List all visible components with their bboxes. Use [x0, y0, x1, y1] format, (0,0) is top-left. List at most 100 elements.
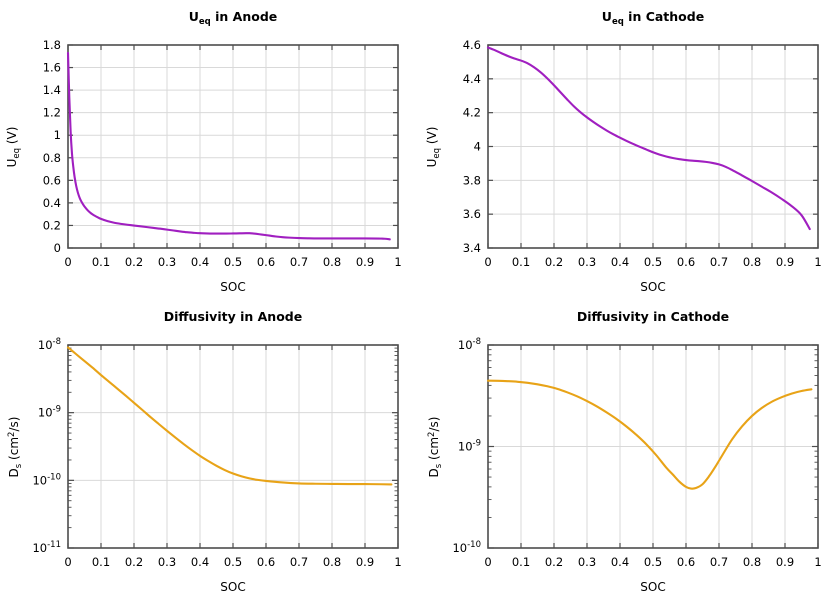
x-tick-label: 0.2 — [545, 555, 563, 569]
x-tick-label: 0.7 — [710, 555, 728, 569]
x-tick-label: 0.6 — [677, 255, 695, 269]
panel-cathode-ueq: Ueq in Cathode SOC Ueq (V) 0 0.1 0.2 0.3 0.4… — [420, 0, 840, 300]
x-tick-label: 0.3 — [158, 255, 176, 269]
anode-diffusivity-svg: Diffusivity in Anode SOC Ds (cm2/s) 0 0.1… — [7, 309, 402, 594]
anode-diffusivity-ylabel: Ds (cm2/s) — [7, 417, 24, 478]
cathode-diffusivity-ticklabels: 0 0.1 0.2 0.3 0.4 0.5 0.6 0.7 0.8 0.9 1 10-10 10-9 10… — [452, 337, 821, 569]
x-tick-label: 1 — [814, 255, 821, 269]
cathode-diffusivity-title: Diffusivity in Cathode — [577, 309, 729, 324]
x-tick-label: 1 — [394, 255, 401, 269]
x-tick-label: 0.4 — [611, 555, 629, 569]
x-tick-label: 0.9 — [356, 255, 374, 269]
y-tick-label: 0.6 — [43, 173, 61, 187]
y-tick-label: 3.8 — [463, 173, 481, 187]
anode-ueq-ticklabels: 0 0.1 0.2 0.3 0.4 0.5 0.6 0.7 0.8 0.9 1 0 0.2 0.4 0.6 0… — [43, 38, 402, 269]
cathode-diffusivity-xlabel: SOC — [640, 580, 665, 594]
y-tick-label: 10-8 — [458, 337, 481, 352]
anode-ueq-svg: Ueq in Anode SOC Ueq (V) 0 0.1 0.2 0.3 0.4 0.… — [5, 9, 402, 294]
x-tick-label: 0.8 — [323, 555, 341, 569]
y-tick-label: 1.4 — [43, 83, 61, 97]
anode-ueq-xlabel: SOC — [220, 280, 245, 294]
cathode-diffusivity-ylabel: Ds (cm2/s) — [427, 417, 444, 478]
x-tick-label: 0.5 — [644, 555, 662, 569]
y-tick-label: 10-11 — [32, 540, 61, 555]
x-tick-label: 0.4 — [191, 555, 209, 569]
anode-diffusivity-frame — [67, 344, 399, 549]
x-tick-label: 0.8 — [323, 255, 341, 269]
y-tick-label: 0.8 — [43, 151, 61, 165]
x-tick-label: 0.3 — [158, 555, 176, 569]
x-tick-label: 0.1 — [92, 555, 110, 569]
y-tick-label: 1 — [54, 128, 61, 142]
cathode-ueq-ylabel: Ueq (V) — [425, 127, 442, 168]
x-tick-label: 0.8 — [743, 555, 761, 569]
y-tick-label: 10-9 — [458, 439, 481, 454]
x-tick-label: 0.1 — [512, 255, 530, 269]
panel-anode-diffusivity: Diffusivity in Anode SOC Ds (cm2/s) 0 0.1… — [0, 300, 420, 600]
anode-diffusivity-ticklabels: 0 0.1 0.2 0.3 0.4 0.5 0.6 0.7 0.8 0.9 1 10-11 10-10 1… — [32, 337, 401, 569]
x-tick-label: 0 — [484, 555, 491, 569]
anode-ueq-frame — [67, 44, 399, 249]
x-tick-label: 0.4 — [191, 255, 209, 269]
x-tick-label: 0.3 — [578, 255, 596, 269]
x-tick-label: 0.5 — [224, 255, 242, 269]
cathode-ueq-curve — [486, 46, 811, 231]
panel-anode-ueq: Ueq in Anode SOC Ueq (V) 0 0.1 0.2 0.3 0.4 0.… — [0, 0, 420, 300]
x-tick-label: 1 — [394, 555, 401, 569]
x-tick-label: 0.2 — [125, 555, 143, 569]
y-tick-label: 3.6 — [463, 207, 481, 221]
x-tick-label: 0.3 — [578, 555, 596, 569]
y-tick-label: 4 — [474, 140, 481, 154]
x-tick-label: 0.6 — [257, 555, 275, 569]
x-tick-label: 0.5 — [644, 255, 662, 269]
anode-ueq-grid — [68, 45, 398, 248]
y-tick-label: 10-9 — [38, 405, 61, 420]
y-tick-label: 10-8 — [38, 337, 61, 352]
y-tick-label: 1.2 — [43, 106, 61, 120]
x-tick-label: 0 — [64, 255, 71, 269]
cathode-ueq-frame — [487, 44, 819, 249]
x-tick-label: 0.2 — [545, 255, 563, 269]
y-tick-label: 10-10 — [32, 472, 61, 487]
cathode-diffusivity-curve — [486, 379, 813, 490]
x-tick-label: 0.8 — [743, 255, 761, 269]
y-tick-label: 3.4 — [463, 241, 481, 255]
cathode-ueq-svg: Ueq in Cathode SOC Ueq (V) 0 0.1 0.2 0.3 0.4… — [425, 9, 822, 294]
y-tick-label: 4.4 — [463, 72, 481, 86]
cathode-ueq-ticklabels: 0 0.1 0.2 0.3 0.4 0.5 0.6 0.7 0.8 0.9 1 3.4 3.6 3.8 4 4… — [463, 38, 822, 269]
x-tick-label: 0.7 — [290, 255, 308, 269]
anode-ueq-curve — [66, 51, 391, 241]
anode-diffusivity-grid — [68, 345, 398, 548]
cathode-ueq-xlabel: SOC — [640, 280, 665, 294]
x-tick-label: 0.6 — [677, 555, 695, 569]
y-tick-label: 10-10 — [452, 540, 481, 555]
x-tick-label: 0.9 — [776, 255, 794, 269]
x-tick-label: 0.6 — [257, 255, 275, 269]
cathode-diffusivity-grid — [488, 345, 818, 548]
x-tick-label: 0.9 — [356, 555, 374, 569]
y-tick-label: 0.4 — [43, 196, 61, 210]
x-tick-label: 1 — [814, 555, 821, 569]
x-tick-label: 0.5 — [224, 555, 242, 569]
x-tick-label: 0.4 — [611, 255, 629, 269]
anode-diffusivity-xlabel: SOC — [220, 580, 245, 594]
y-tick-label: 4.2 — [463, 106, 481, 120]
anode-ueq-ylabel: Ueq (V) — [5, 127, 22, 168]
x-tick-label: 0.7 — [710, 255, 728, 269]
x-tick-label: 0.1 — [512, 555, 530, 569]
y-tick-label: 0.2 — [43, 218, 61, 232]
cathode-ueq-grid — [488, 45, 818, 248]
x-tick-label: 0.7 — [290, 555, 308, 569]
anode-ueq-title: Ueq in Anode — [189, 9, 278, 27]
anode-diffusivity-curve — [66, 346, 393, 486]
x-tick-label: 0.9 — [776, 555, 794, 569]
y-tick-label: 1.8 — [43, 38, 61, 52]
anode-diffusivity-title: Diffusivity in Anode — [164, 309, 302, 324]
x-tick-label: 0 — [64, 555, 71, 569]
x-tick-label: 0.1 — [92, 255, 110, 269]
y-tick-label: 1.6 — [43, 61, 61, 75]
y-tick-label: 0 — [54, 241, 61, 255]
